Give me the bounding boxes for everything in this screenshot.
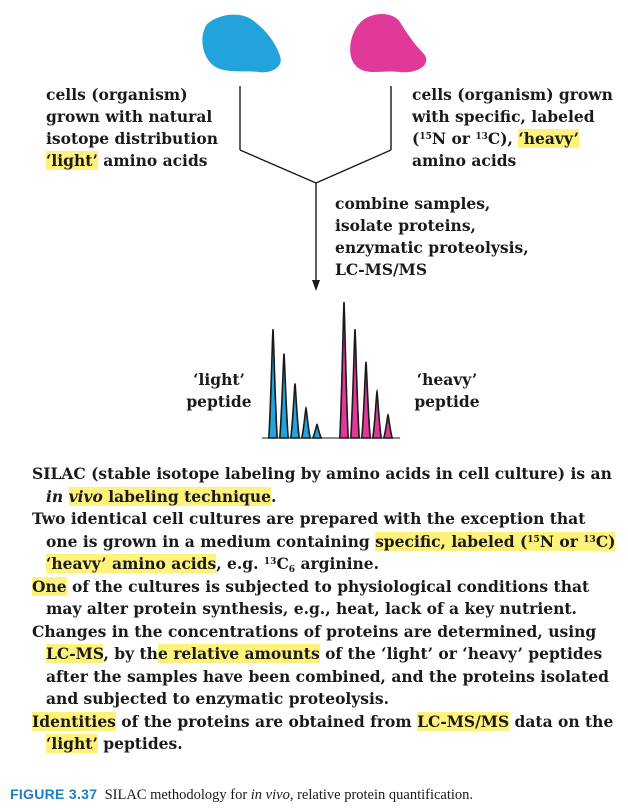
text: , e.g. [216,554,264,573]
isotope-superscript: 13 [475,132,488,142]
highlight-text: LC-MS/MS [417,712,509,731]
text: arginine. [295,554,379,573]
italic-highlight: vivo [69,487,103,506]
element-text: C), [488,129,518,148]
heavy-peptide-line: peptide [412,391,482,413]
figure-label: FIGURE 3.37 [10,786,97,802]
highlight-text: One [32,577,67,596]
isotope-superscript: 13 [264,557,277,567]
right-label-line: amino acids [412,150,613,172]
right-label-line: cells (organism) grown [412,84,613,106]
heavy-peak-4 [373,392,381,438]
light-peptide-label: ‘light’ peptide [186,369,252,413]
light-peptide-line: ‘light’ [186,369,252,391]
left-label-line: isotope distribution [46,128,218,150]
highlight-text: specific, labeled ( [375,532,527,551]
heavy-peak-1 [340,302,348,438]
left-label-line: ‘light’ amino acids [46,150,218,172]
isotope-superscript: 15 [527,535,540,545]
silac-diagram [0,0,628,460]
italic-text: in [46,487,63,506]
process-line: enzymatic proteolysis, [335,237,529,259]
process-line: isolate proteins, [335,215,529,237]
isotope-superscript: 15 [419,132,432,142]
process-label: combine samples, isolate proteins, enzym… [335,193,529,281]
heavy-peaks [340,302,392,438]
left-label-line: grown with natural [46,106,218,128]
highlight-text: labeling technique [103,487,271,506]
arrow-head [312,280,320,291]
paragraph-silac: SILAC (stable isotope labeling by amino … [32,463,622,508]
highlight-text: Identities [32,712,116,731]
heavy-cells-blob [350,14,426,72]
process-line: LC-MS/MS [335,259,529,281]
element-text: N or [432,129,475,148]
paragraph-cultures: Two identical cell cultures are prepared… [32,508,622,576]
text: of the proteins are obtained from [116,712,417,731]
right-cells-label: cells (organism) grown with specific, la… [412,84,613,172]
text: of the cultures is subjected to physiolo… [46,577,589,619]
text: data on the [509,712,613,731]
heavy-highlight: ‘heavy’ [518,129,579,148]
highlight-text: ‘light’ [46,734,98,753]
text: peptides. [98,734,183,753]
figure-caption: FIGURE 3.37 SILAC methodology for in viv… [10,786,473,804]
heavy-peak-2 [351,329,359,438]
light-peptide-line: peptide [186,391,252,413]
paragraph-identities: Identities of the proteins are obtained … [32,711,622,756]
left-label-text: amino acids [98,151,208,170]
text: Changes in the concentrations of protein… [32,622,596,641]
light-peak-3 [291,384,299,438]
heavy-peptide-line: ‘heavy’ [412,369,482,391]
left-cells-label: cells (organism) grown with natural isot… [46,84,218,172]
highlight-text: N or [540,532,583,551]
left-label-line: cells (organism) [46,84,218,106]
light-cells-blob [202,15,280,73]
paragraph-concentrations: Changes in the concentrations of protein… [32,621,622,711]
text: C [276,554,288,573]
heavy-peptide-label: ‘heavy’ peptide [412,369,482,413]
right-label-line: with specific, labeled [412,106,613,128]
process-line: combine samples, [335,193,529,215]
light-highlight: ‘light’ [46,151,98,170]
light-peak-4 [302,408,310,438]
caption-text: relative protein quantification. [293,787,473,803]
text: . [271,487,276,506]
right-label-line: (15N or 13C), ‘heavy’ [412,128,613,150]
isotope-superscript: 13 [583,535,596,545]
light-peak-2 [280,354,288,438]
text: SILAC (stable isotope labeling by amino … [32,464,612,483]
light-peak-1 [269,329,277,438]
caption-italic: in vivo, [251,787,294,803]
caption-text: SILAC methodology for [97,787,250,803]
paragraph-conditions: One of the cultures is subjected to phys… [32,576,622,621]
heavy-peak-3 [362,362,370,438]
heavy-peak-5 [384,415,392,438]
highlight-text: LC-MS [46,644,103,663]
light-peak-5 [313,424,321,438]
highlight-text: e relative amounts [158,644,320,663]
text: , by th [103,644,157,663]
light-peaks [269,329,321,438]
description-text: SILAC (stable isotope labeling by amino … [32,463,622,756]
